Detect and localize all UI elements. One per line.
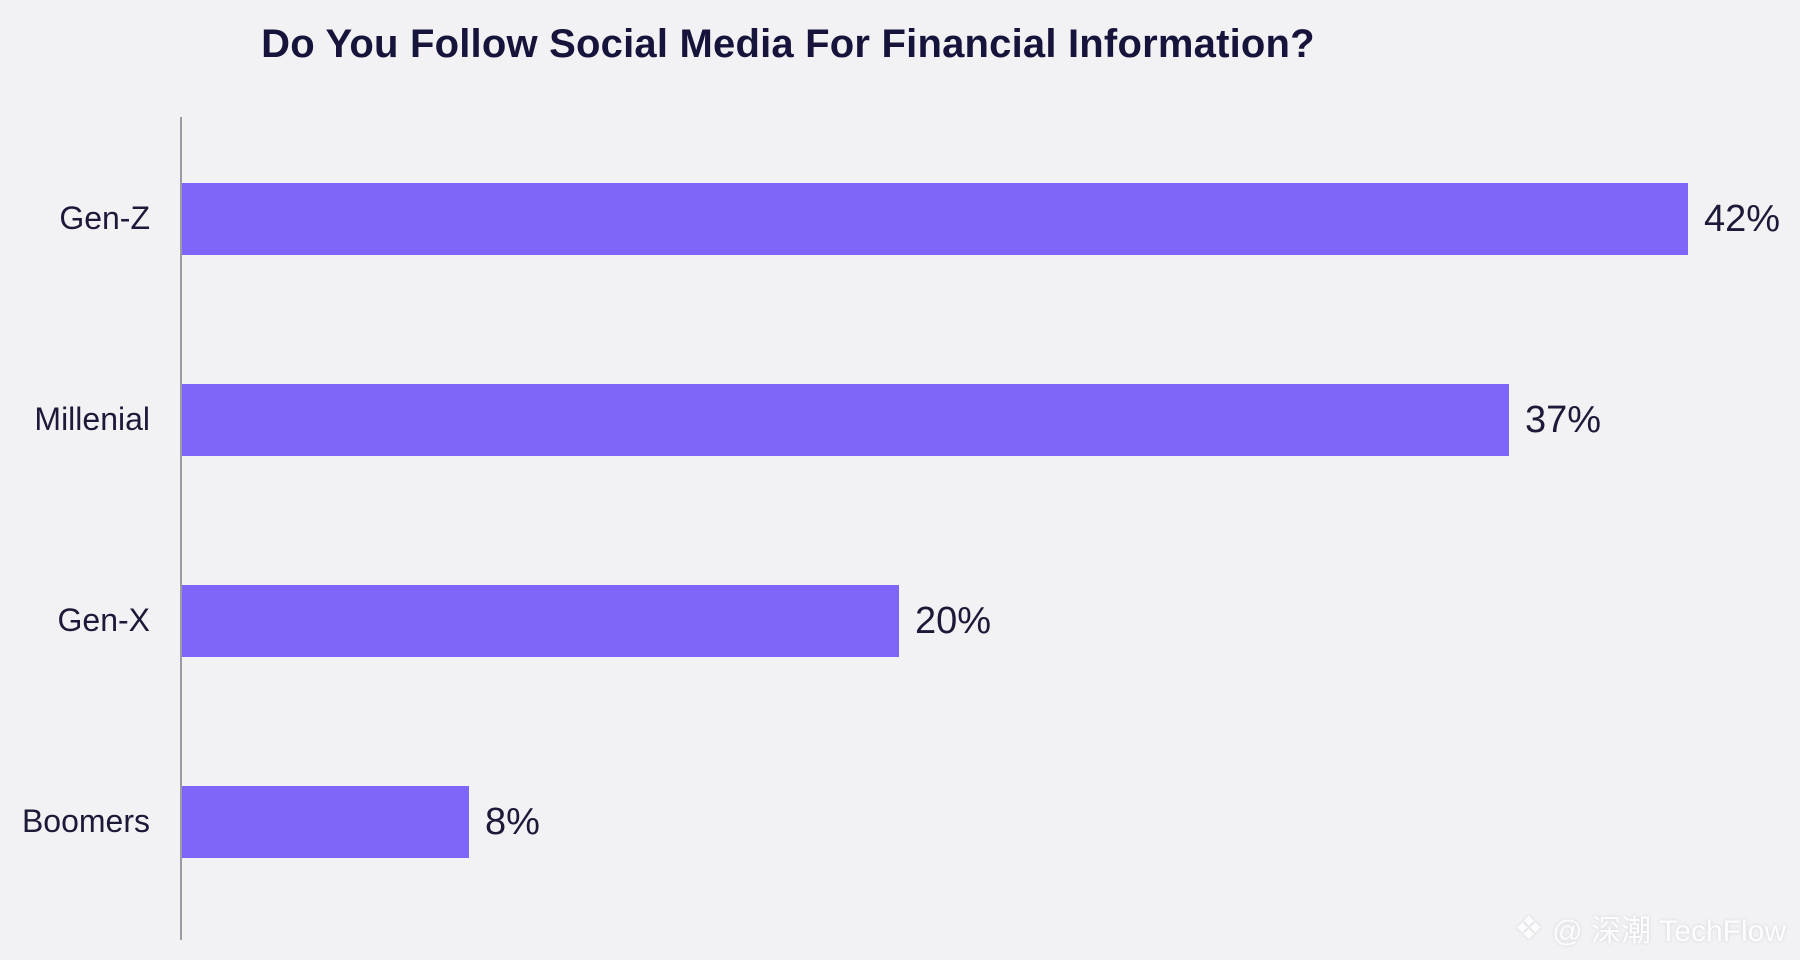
chart-title: Do You Follow Social Media For Financial… (261, 22, 1315, 66)
bar (182, 384, 1509, 456)
watermark: ❖ @ 深潮 TechFlow (1514, 906, 1786, 950)
bar (182, 183, 1688, 255)
category-label: Gen-Z (59, 199, 150, 236)
chart-row: Gen-Z 42% (59, 183, 1800, 384)
value-label: 8% (485, 800, 540, 843)
category-label: Millenial (34, 400, 150, 437)
chart-row: Gen-X 20% (58, 585, 1800, 786)
category-label: Boomers (21, 802, 150, 839)
chart-row: Millenial 37% (34, 384, 1800, 585)
value-label: 42% (1704, 197, 1781, 240)
value-label: 20% (915, 599, 992, 642)
bar-line: 20% (182, 585, 1800, 657)
bar-line: 37% (182, 384, 1800, 456)
bar (182, 585, 899, 657)
bar (182, 786, 469, 858)
category-label: Gen-X (57, 601, 150, 638)
bar-rows-container: Gen-Z 42% Millenial 37% Gen-X 20% Boomers 8% (22, 183, 1800, 960)
bar-line: 8% (182, 786, 1800, 858)
watermark-text: @ 深潮 TechFlow (1552, 915, 1786, 948)
value-label: 37% (1525, 398, 1602, 441)
bar-line: 42% (182, 183, 1800, 255)
chart-row: Boomers 8% (22, 786, 1800, 960)
y-axis-line (180, 117, 182, 940)
diamond-logo-icon: ❖ (1514, 910, 1544, 946)
